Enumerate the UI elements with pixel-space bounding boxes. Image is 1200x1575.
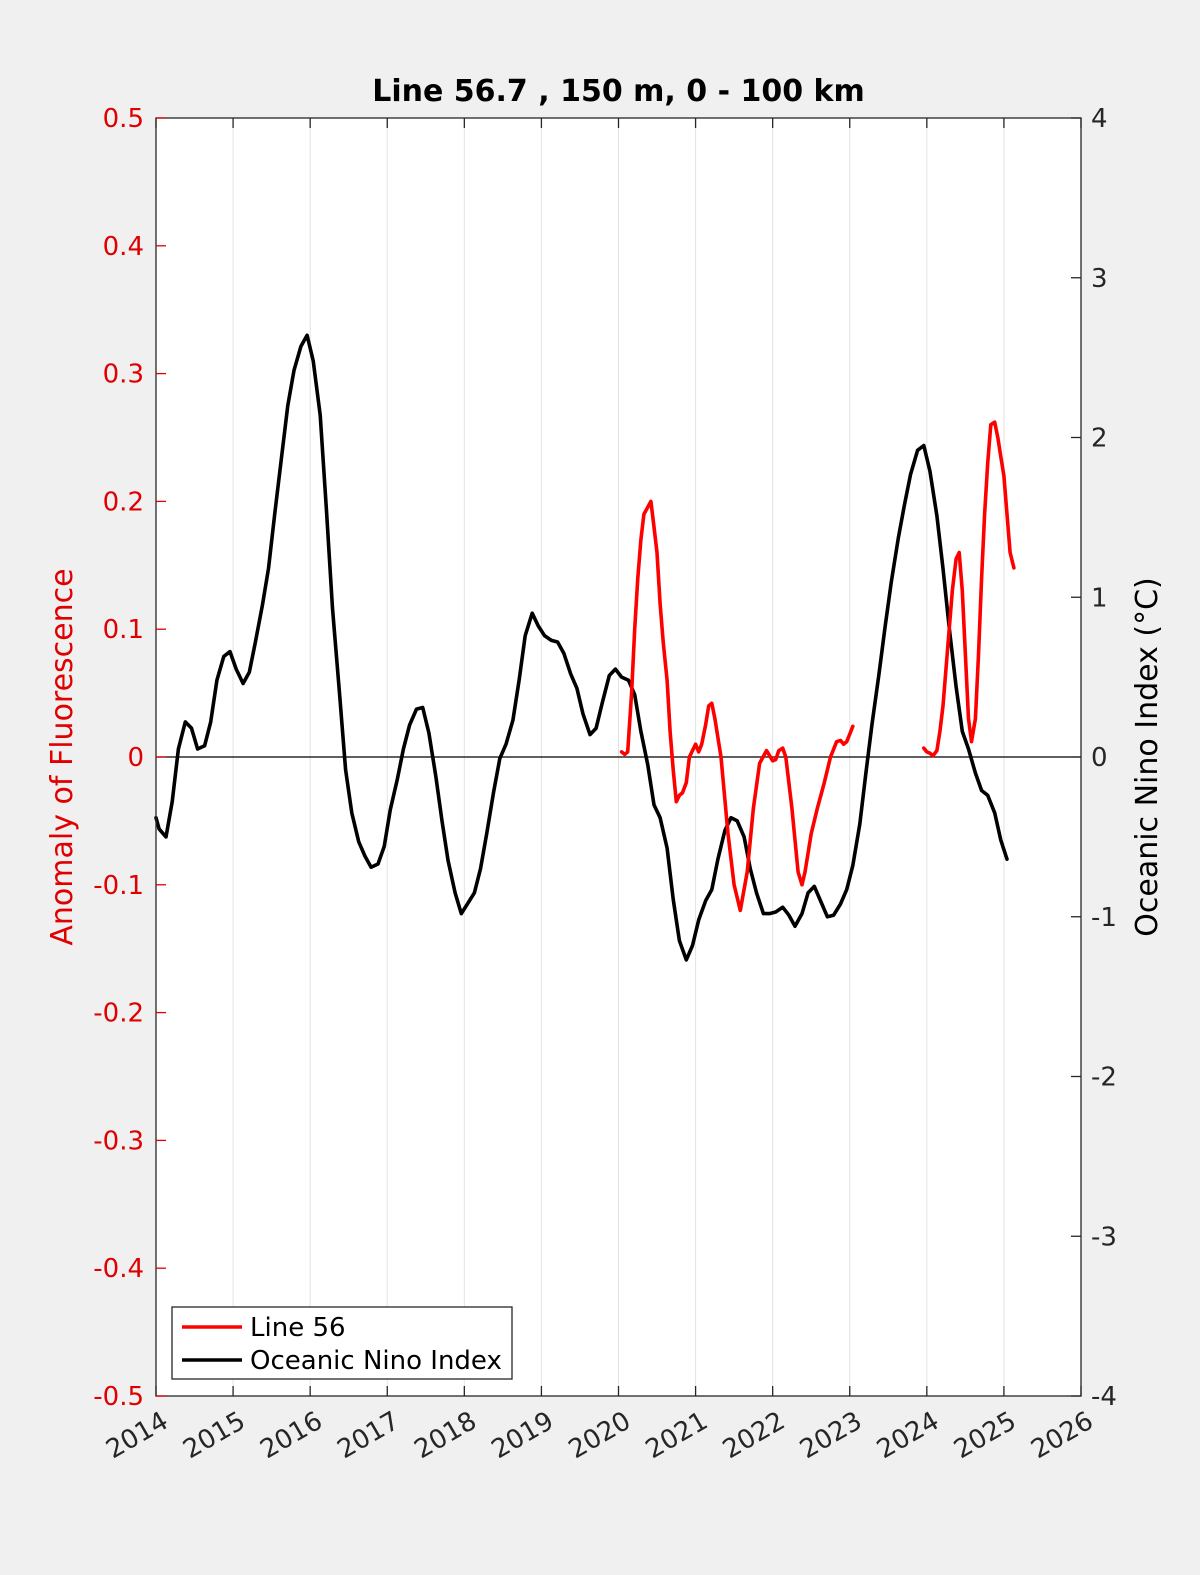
legend-label: Oceanic Nino Index (250, 1346, 502, 1376)
y-left-tick-label: -0.5 (93, 1382, 144, 1412)
y-right-tick-label: -2 (1091, 1063, 1117, 1093)
y-left-tick-label: 0.1 (103, 615, 144, 645)
y-right-tick-label: -1 (1091, 903, 1117, 933)
y-right-tick-label: 2 (1091, 424, 1108, 454)
y-left-tick-label: -0.3 (93, 1126, 144, 1156)
y-right-tick-label: 3 (1091, 264, 1108, 294)
legend-label: Line 56 (250, 1313, 346, 1343)
series-oni (154, 333, 1009, 962)
y-left-tick-label: -0.2 (93, 999, 144, 1029)
series-line56 (922, 420, 1016, 758)
y-left-tick-label: 0.5 (103, 104, 144, 134)
y-left-tick-label: -0.1 (93, 871, 144, 901)
y-left-tick-label: -0.4 (93, 1254, 144, 1284)
y-right-tick-label: -3 (1091, 1222, 1117, 1252)
y-right-tick-label: 1 (1091, 583, 1108, 613)
legend-box (171, 1306, 513, 1380)
y-right-tick-label: 0 (1091, 743, 1108, 773)
series-group (154, 333, 1016, 962)
y-left-tick-label: 0.3 (103, 360, 144, 390)
y-axis-left-label: Anomaly of Fluorescence (45, 568, 80, 945)
y-left-tick-label: 0.4 (103, 232, 144, 262)
y-left-tick-label: 0.2 (103, 487, 144, 517)
chart-title: Line 56.7 , 150 m, 0 - 100 km (372, 74, 865, 109)
y-right-tick-label: -4 (1091, 1382, 1117, 1412)
y-left-tick-label: 0 (127, 743, 144, 773)
y-right-tick-label: 4 (1091, 104, 1108, 134)
series-line56 (619, 499, 855, 913)
y-axis-right-label: Oceanic Nino Index (°C) (1130, 577, 1165, 937)
